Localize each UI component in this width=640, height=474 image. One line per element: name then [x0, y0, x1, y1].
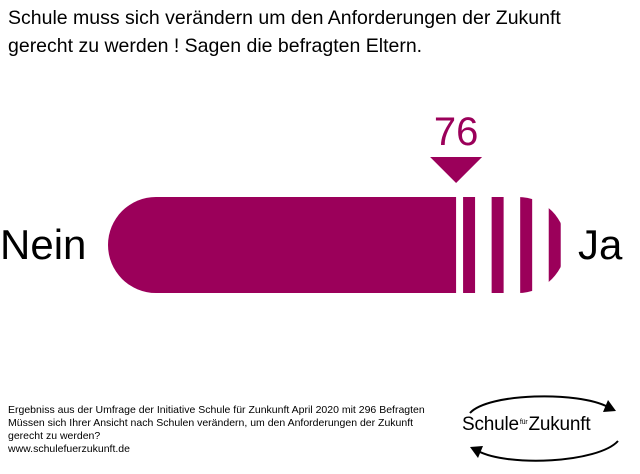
- title-line-1: Schule muss sich verändern um den Anford…: [8, 7, 561, 29]
- footer-line-3: gerecht zu werden?: [8, 430, 101, 442]
- label-ja: Ja: [578, 221, 623, 268]
- bar-remainder-stripe: [463, 197, 476, 293]
- footer-line-1: Ergebniss aus der Umfrage der Initiative…: [8, 404, 425, 416]
- logo-word-fuer: für: [519, 419, 528, 426]
- value-marker-triangle: [430, 157, 483, 183]
- value-label: 76: [434, 110, 479, 154]
- footer-line-2: Müssen sich Ihrer Ansicht nach Schulen v…: [8, 417, 414, 429]
- schule-fuer-zukunft-logo: SchulefürZukunft: [458, 389, 630, 469]
- title-line-2: gerecht zu werden ! Sagen die befragten …: [8, 35, 423, 57]
- chart-title: Schule muss sich verändern um den Anford…: [8, 4, 632, 60]
- label-nein: Nein: [0, 221, 86, 268]
- logo-arrows-icon: [469, 395, 619, 462]
- bar-remainder-stripe: [520, 197, 533, 293]
- bar-value-fill: [108, 197, 457, 293]
- percentage-bar-chart: 76 Nein Ja: [0, 110, 623, 293]
- bar-remainder-stripe: [548, 197, 561, 293]
- footer-url: www.schulefuerzukunft.de: [8, 443, 130, 455]
- footer-note: Ergebniss aus der Umfrage der Initiative…: [8, 404, 468, 456]
- logo-wordmark: SchulefürZukunft: [462, 414, 630, 436]
- logo-word-schule: Schule: [462, 414, 519, 435]
- logo-word-zukunft: Zukunft: [528, 414, 591, 435]
- bar-remainder-stripe: [491, 197, 504, 293]
